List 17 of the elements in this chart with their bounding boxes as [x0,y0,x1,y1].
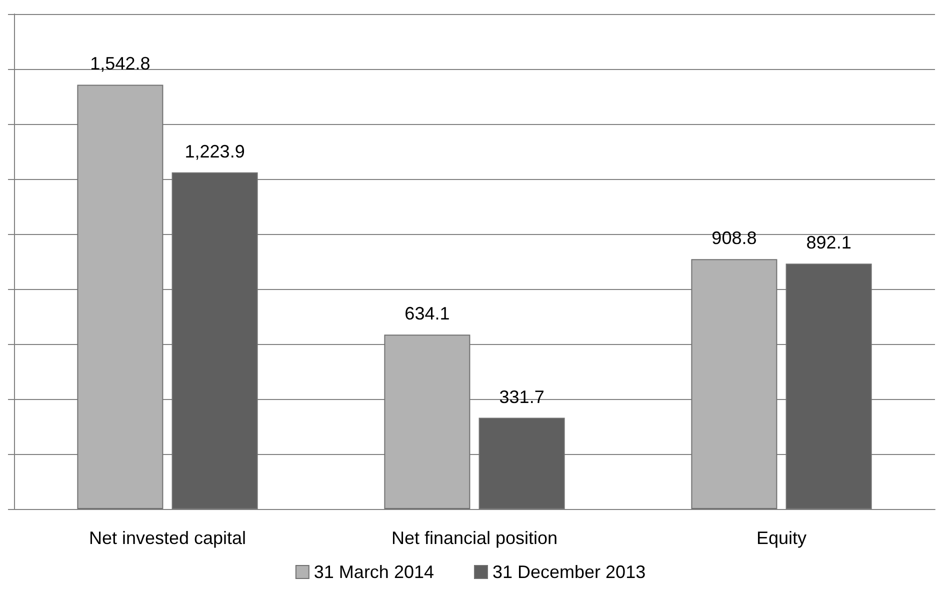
bar [77,84,164,509]
data-label: 892.1 [806,232,852,253]
data-label: 331.7 [499,386,544,407]
bar [172,172,258,509]
legend-label: 31 December 2013 [492,562,646,582]
data-label: 908.8 [712,228,757,248]
legend-label: 31 March 2014 [314,562,434,582]
data-label: 1,542.8 [90,54,150,74]
x-tick-label: Net invested capital [88,528,246,548]
bar [384,334,470,509]
bar [691,259,778,509]
bar [478,418,565,509]
x-tick-label: Equity [756,528,807,548]
data-label: 1,223.9 [184,141,245,162]
data-label: 634.1 [404,304,450,324]
bar [786,264,872,509]
x-tick-label: Net financial position [391,528,558,548]
